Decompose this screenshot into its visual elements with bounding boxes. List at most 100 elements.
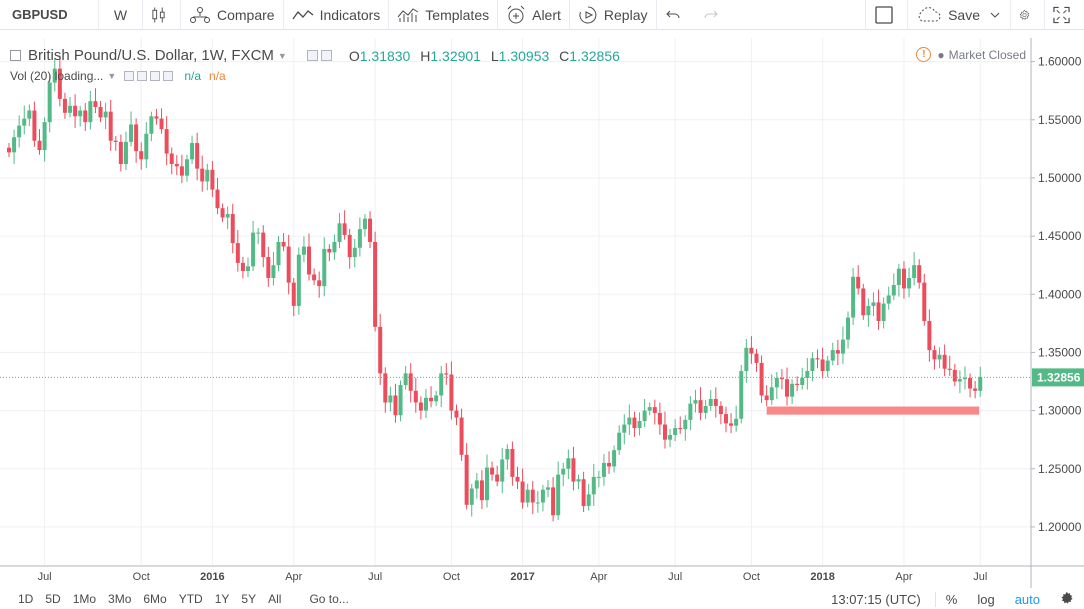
range-ytd[interactable]: YTD — [178, 592, 203, 606]
y-tick-label: 1.20000 — [1038, 520, 1082, 534]
y-tick-label: 1.35000 — [1038, 345, 1082, 359]
save-button[interactable]: Save — [907, 0, 1010, 30]
candle-up — [617, 432, 622, 451]
replay-label: Replay — [603, 6, 648, 23]
support-zone — [766, 406, 980, 415]
symbol-search[interactable]: GBPUSD — [0, 0, 99, 30]
candle-up — [566, 458, 571, 469]
candle-up — [871, 302, 876, 306]
compare-button[interactable]: Compare — [181, 0, 284, 30]
candle-down — [973, 388, 978, 391]
candle-up — [601, 462, 606, 477]
undo-button[interactable] — [657, 0, 695, 30]
candle-down — [861, 288, 866, 316]
candle-down — [952, 369, 957, 382]
x-tick-label: Apr — [895, 571, 912, 583]
candle-up — [612, 450, 617, 467]
x-tick-label: Jul — [368, 571, 382, 583]
settings-button[interactable] — [1010, 0, 1044, 30]
candle-up — [52, 68, 57, 83]
candle-up — [434, 395, 439, 402]
candle-down — [490, 467, 495, 475]
candle-up — [78, 110, 83, 117]
candle-down — [408, 373, 413, 391]
candle-down — [968, 378, 973, 389]
volume-close-icon[interactable] — [163, 71, 174, 81]
close-label: C — [559, 47, 570, 64]
y-tick-label: 1.50000 — [1038, 171, 1082, 185]
candle-down — [785, 379, 790, 397]
layout-button[interactable] — [865, 0, 907, 30]
candle-down — [413, 390, 418, 403]
candle-down — [62, 98, 67, 113]
candle-down — [530, 489, 535, 503]
candle-down — [551, 487, 556, 516]
collapse-legend-icon[interactable] — [10, 50, 21, 61]
candle-up — [12, 137, 17, 153]
alert-button[interactable]: Alert — [498, 0, 570, 30]
candle-up — [957, 379, 962, 382]
legend-dropdown-icon[interactable]: ▼ — [277, 50, 287, 61]
candle-down — [368, 218, 373, 242]
interval-label: W — [113, 6, 128, 23]
volume-value-1: n/a — [184, 69, 202, 83]
range-6mo[interactable]: 6Mo — [143, 592, 167, 606]
templates-button[interactable]: Templates — [389, 0, 499, 30]
utc-clock[interactable]: 13:07:15 (UTC) — [821, 591, 936, 607]
fullscreen-icon — [1053, 6, 1070, 24]
percent-scale-toggle[interactable]: % — [945, 591, 958, 607]
candle-down — [942, 354, 947, 369]
candle-down — [383, 373, 388, 403]
x-tick-label: 2016 — [200, 571, 224, 583]
candle-up — [225, 214, 230, 218]
candle-down — [266, 257, 271, 278]
replay-button[interactable]: Replay — [570, 0, 657, 30]
candle-down — [139, 151, 144, 160]
volume-dropdown-icon[interactable]: ▼ — [107, 71, 117, 81]
candle-down — [220, 208, 225, 218]
log-scale-toggle[interactable]: log — [977, 591, 995, 607]
save-label: Save — [948, 7, 980, 23]
price-chart[interactable]: 1.20000 1.25000 1.30000 1.35000 1.40000 1.450… — [0, 38, 1084, 588]
candle-up — [576, 479, 581, 482]
candle-down — [195, 143, 200, 169]
candle-down — [947, 368, 952, 370]
interval-button[interactable]: W — [99, 0, 143, 30]
volume-add-icon[interactable] — [150, 71, 161, 81]
candle-up — [129, 124, 134, 142]
candle-down — [856, 276, 861, 289]
range-1y[interactable]: 1Y — [214, 592, 230, 606]
range-3mo[interactable]: 3Mo — [108, 592, 132, 606]
legend-settings-icon[interactable] — [320, 50, 332, 61]
candle-down — [764, 395, 769, 401]
x-tick-label: 2018 — [810, 571, 834, 583]
candle-up — [673, 428, 678, 436]
candle-down — [449, 374, 454, 411]
redo-button[interactable] — [695, 0, 733, 30]
range-5d[interactable]: 5D — [45, 592, 61, 606]
candle-up — [352, 247, 357, 258]
top-toolbar: GBPUSD W Compare Indicators Templates Al… — [0, 0, 1084, 30]
goto-date-button[interactable]: Go to... — [309, 592, 349, 606]
low-label: L — [490, 47, 499, 64]
fullscreen-button[interactable] — [1044, 0, 1084, 30]
candle-up — [586, 494, 591, 506]
scale-settings-button[interactable] — [1050, 591, 1084, 608]
candle-down — [342, 223, 347, 235]
candle-up — [978, 376, 983, 391]
auto-scale-toggle[interactable]: auto — [1014, 591, 1040, 607]
legend-eye-icon[interactable] — [306, 50, 318, 61]
templates-label: Templates — [425, 6, 490, 23]
candle-up — [123, 141, 128, 164]
range-all[interactable]: All — [268, 592, 282, 606]
range-1mo[interactable]: 1Mo — [72, 592, 97, 606]
range-1d[interactable]: 1D — [18, 592, 34, 606]
market-dot: ● — [937, 47, 945, 62]
chart-style-button[interactable] — [143, 0, 181, 30]
indicators-button[interactable]: Indicators — [284, 0, 390, 30]
candle-down — [713, 398, 718, 406]
chart-panel[interactable]: 1.20000 1.25000 1.30000 1.35000 1.40000 1.450… — [0, 38, 1084, 588]
range-5y[interactable]: 5Y — [241, 592, 257, 606]
volume-settings-icon[interactable] — [137, 71, 148, 81]
volume-eye-icon[interactable] — [124, 71, 135, 81]
